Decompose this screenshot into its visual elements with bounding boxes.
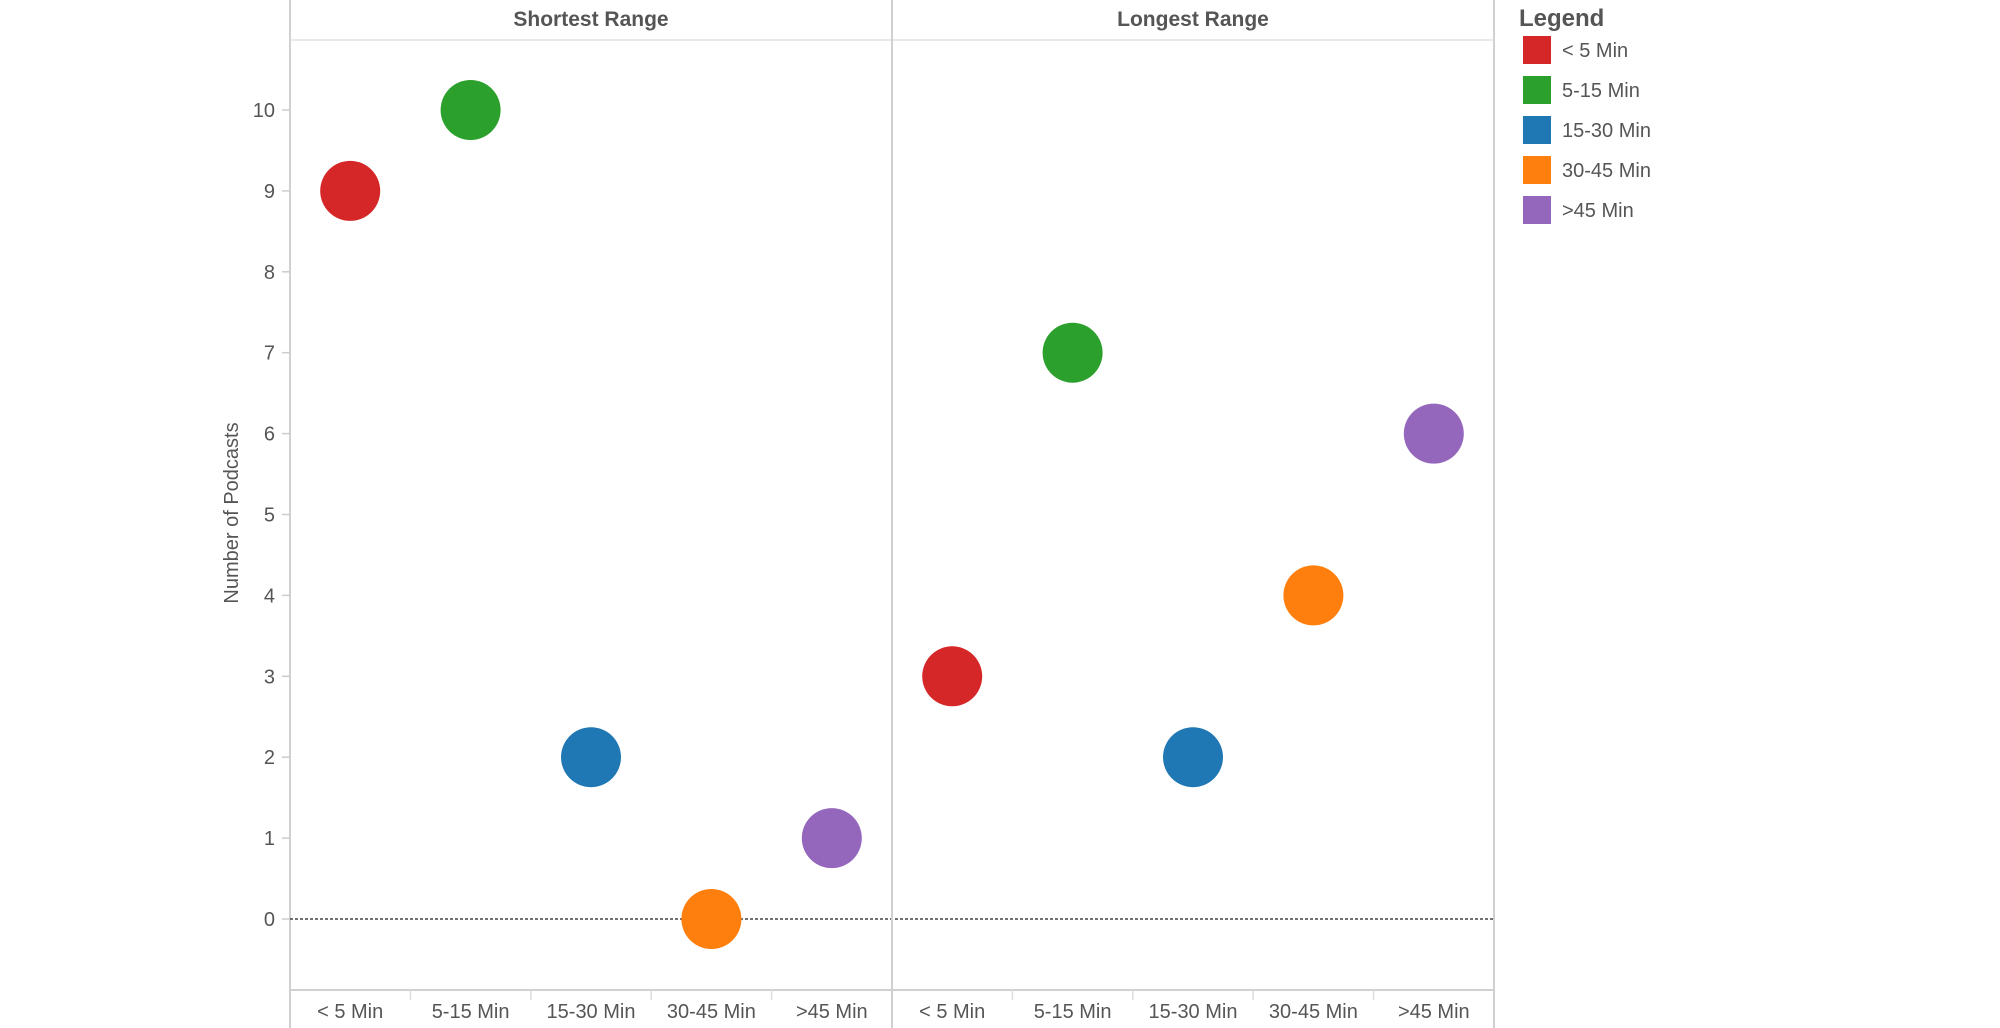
legend-swatch [1523,196,1551,224]
y-tick-label: 4 [264,585,275,607]
x-tick-label: 15-30 Min [1149,1001,1238,1023]
x-tick-label: 5-15 Min [1034,1001,1112,1023]
data-point [681,889,742,949]
data-point [1042,322,1103,383]
y-tick-label: 2 [264,747,275,769]
data-point [1403,403,1464,464]
y-tick-label: 1 [264,828,275,850]
legend-swatch [1523,156,1551,184]
y-tick-label: 9 [264,181,275,203]
y-tick-label: 10 [253,100,275,122]
x-tick-label: >45 Min [1398,1001,1470,1023]
legend-label: 5-15 Min [1562,80,1640,102]
y-tick-label: 6 [264,424,275,446]
y-tick-label: 7 [264,343,275,365]
data-point [320,160,381,221]
y-tick-label: 8 [264,262,275,284]
legend-swatch [1523,116,1551,144]
x-tick-label: < 5 Min [919,1001,985,1023]
legend: Legend < 5 Min 5-15 Min 15-30 Min 30-45 Min >… [1519,5,1651,224]
data-point [922,646,983,707]
data-point [561,727,621,788]
y-tick-label: 5 [264,505,275,527]
x-tick-label: 30-45 Min [1269,1001,1358,1023]
legend-title: Legend [1519,5,1604,32]
panel-shortest-range: Shortest Range < 5 Min 5-15 Min 15-30 Min 30… [317,8,868,1023]
x-tick-label: >45 Min [796,1001,868,1023]
legend-label: 15-30 Min [1562,120,1651,142]
data-point [1283,565,1344,626]
y-axis-title: Number of Podcasts [221,422,243,603]
legend-label: 30-45 Min [1562,160,1651,182]
data-point [440,80,501,140]
y-tick-label: 3 [264,666,275,688]
panels: Shortest Range < 5 Min 5-15 Min 15-30 Min 30… [317,0,1470,1028]
y-tick-label: 0 [264,909,275,931]
x-tick-label: < 5 Min [317,1001,383,1023]
y-axis: 0 1 2 3 4 5 6 7 8 9 10 [253,100,290,931]
x-tick-label: 30-45 Min [667,1001,756,1023]
data-point [1163,727,1223,788]
data-point [801,808,862,869]
x-tick-label: 15-30 Min [547,1001,636,1023]
x-tick-label: 5-15 Min [432,1001,510,1023]
panel-header: Longest Range [1117,8,1269,31]
legend-label: >45 Min [1562,200,1634,222]
legend-swatch [1523,36,1551,64]
panel-header: Shortest Range [513,8,668,31]
panel-longest-range: Longest Range < 5 Min 5-15 Min 15-30 Min 30-… [891,0,1470,1028]
legend-label: < 5 Min [1562,40,1628,62]
legend-swatch [1523,76,1551,104]
